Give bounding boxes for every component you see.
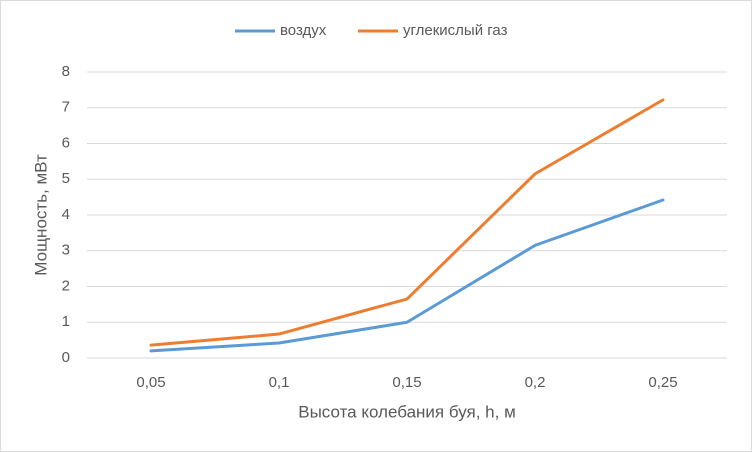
y-tick-label: 3 — [62, 242, 70, 259]
y-tick-label: 7 — [62, 99, 70, 116]
y-tick-label: 5 — [62, 170, 70, 187]
y-tick-label: 1 — [62, 313, 70, 330]
legend-label: углекислый газ — [403, 22, 508, 39]
x-tick-label: 0,25 — [648, 374, 677, 391]
x-tick-label: 0,2 — [525, 374, 546, 391]
y-tick-label: 0 — [62, 349, 70, 366]
x-axis-label: Высота колебания буя, h, м — [298, 402, 516, 421]
legend-label: воздух — [280, 22, 327, 39]
y-tick-label: 4 — [62, 206, 70, 223]
y-axis-label: Мощность, мВт — [31, 154, 50, 276]
y-tick-label: 8 — [62, 63, 70, 80]
series-line — [149, 98, 665, 347]
x-tick-label: 0,05 — [136, 374, 165, 391]
series-line — [149, 198, 665, 353]
x-tick-label: 0,1 — [269, 374, 290, 391]
x-tick-label: 0,15 — [392, 374, 421, 391]
y-tick-label: 2 — [62, 277, 70, 294]
y-tick-label: 6 — [62, 134, 70, 151]
